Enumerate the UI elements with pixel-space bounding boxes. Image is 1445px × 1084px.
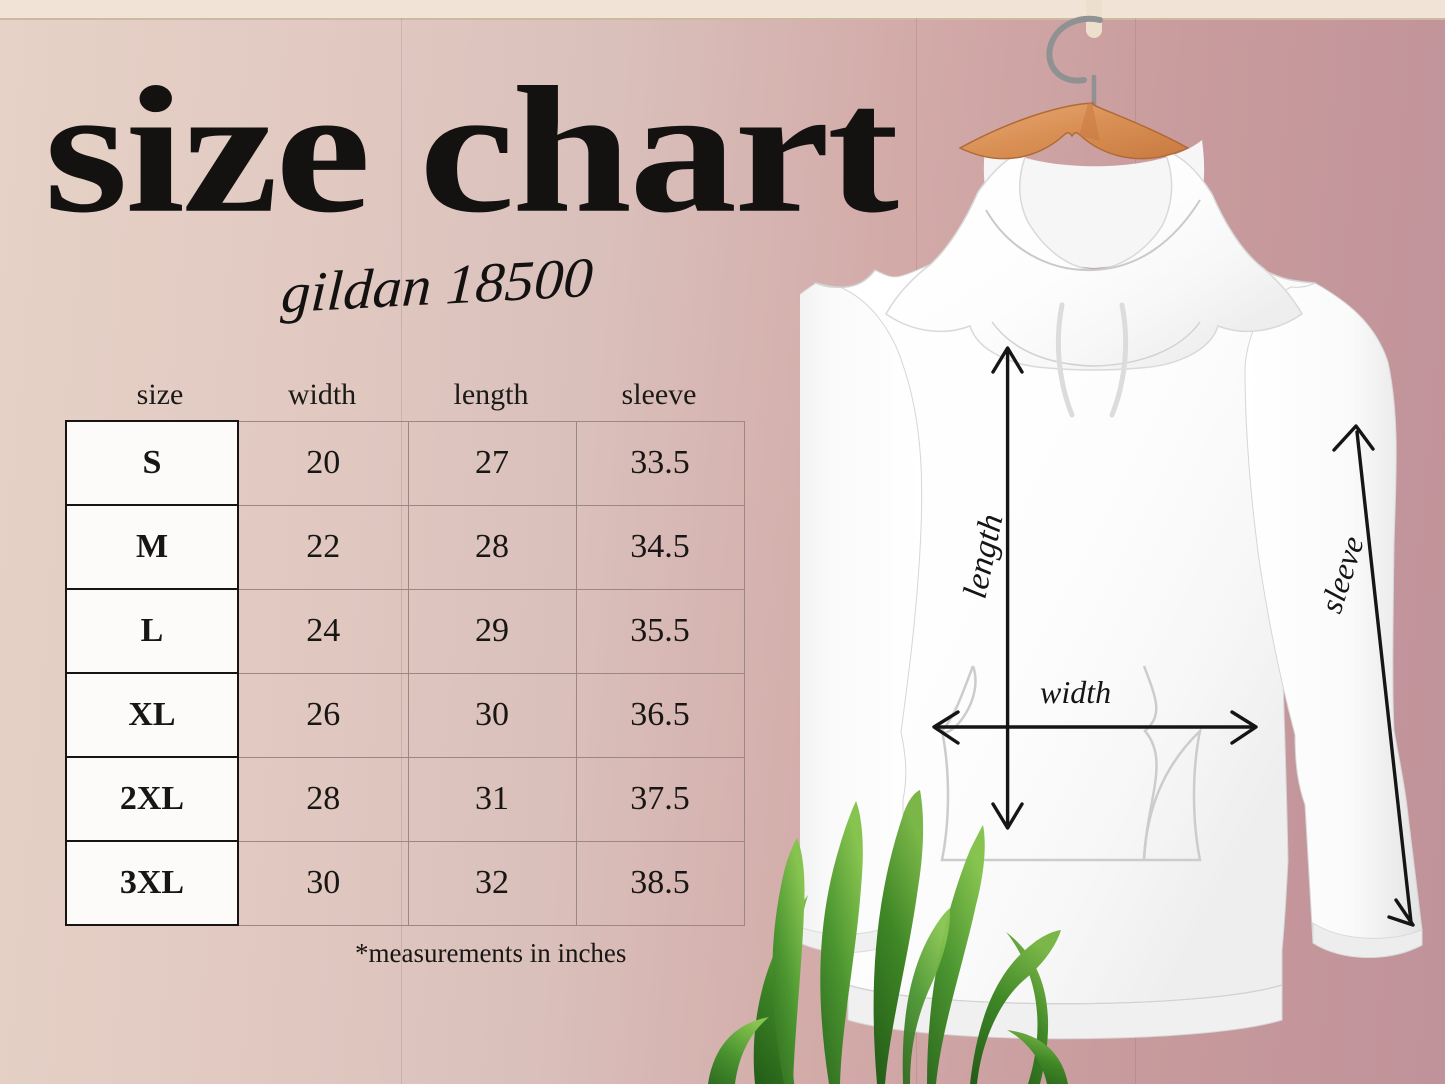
svg-text:width: width bbox=[1040, 674, 1111, 710]
